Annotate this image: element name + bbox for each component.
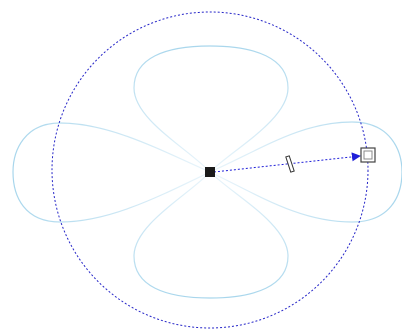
petal-top [133, 45, 289, 173]
petal-left [12, 122, 212, 223]
square-handle-icon[interactable] [360, 147, 376, 163]
petal-bottom [133, 171, 289, 299]
center-handle-icon[interactable] [205, 167, 215, 177]
direction-vector[interactable] [213, 152, 361, 173]
slider-tick-icon[interactable] [285, 155, 295, 173]
guide-circle [51, 11, 369, 329]
petal-right [208, 121, 402, 223]
